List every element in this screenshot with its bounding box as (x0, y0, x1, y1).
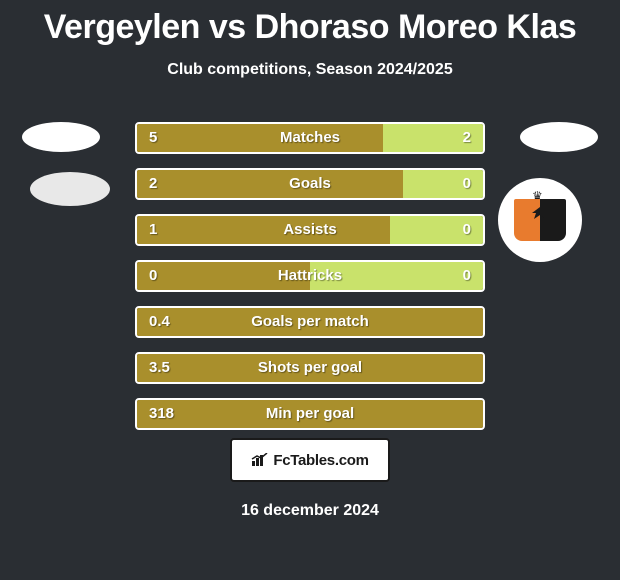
stat-bar-row: Min per goal318 (135, 398, 485, 430)
bar-label: Min per goal (137, 400, 483, 428)
stat-bar-row: Goals2 0 (135, 168, 485, 200)
brand-chart-icon (251, 453, 269, 467)
bar-value-right: 0 (463, 216, 471, 244)
page-title: Vergeylen vs Dhoraso Moreo Klas (0, 0, 620, 47)
player2-club-logo-2: ♛ (498, 178, 582, 262)
bar-value-left: 1 (149, 216, 157, 244)
brand-text: FcTables.com (273, 452, 368, 469)
bar-label: Goals per match (137, 308, 483, 336)
bar-label: Shots per goal (137, 354, 483, 382)
player2-club-logo-1 (520, 122, 598, 152)
brand-box: FcTables.com (230, 438, 390, 482)
bar-label: Assists (137, 216, 483, 244)
stat-bar-row: Shots per goal3.5 (135, 352, 485, 384)
club-badge-icon: ♛ (514, 191, 566, 249)
player1-club-logo-2 (30, 172, 110, 206)
bar-value-right: 0 (463, 262, 471, 290)
bar-label: Matches (137, 124, 483, 152)
bar-value-left: 2 (149, 170, 157, 198)
bar-label: Hattricks (137, 262, 483, 290)
subtitle: Club competitions, Season 2024/2025 (0, 61, 620, 79)
stat-bar-row: Goals per match0.4 (135, 306, 485, 338)
comparison-bars: Matches52Goals20Assists10Hattricks00Goal… (135, 122, 485, 444)
player1-club-logo-1 (22, 122, 100, 152)
bar-label: Goals (137, 170, 483, 198)
bar-value-right: 0 (463, 170, 471, 198)
bar-value-left: 0 (149, 262, 157, 290)
stat-bar-row: Matches5 2 (135, 122, 485, 154)
bar-value-left: 3.5 (149, 354, 170, 382)
footer-date: 16 december 2024 (0, 502, 620, 520)
bar-value-right: 2 (463, 124, 471, 152)
bar-value-left: 5 (149, 124, 157, 152)
bar-value-left: 318 (149, 400, 174, 428)
stat-bar-row: Hattricks0 0 (135, 260, 485, 292)
bar-value-left: 0.4 (149, 308, 170, 336)
stat-bar-row: Assists1 0 (135, 214, 485, 246)
